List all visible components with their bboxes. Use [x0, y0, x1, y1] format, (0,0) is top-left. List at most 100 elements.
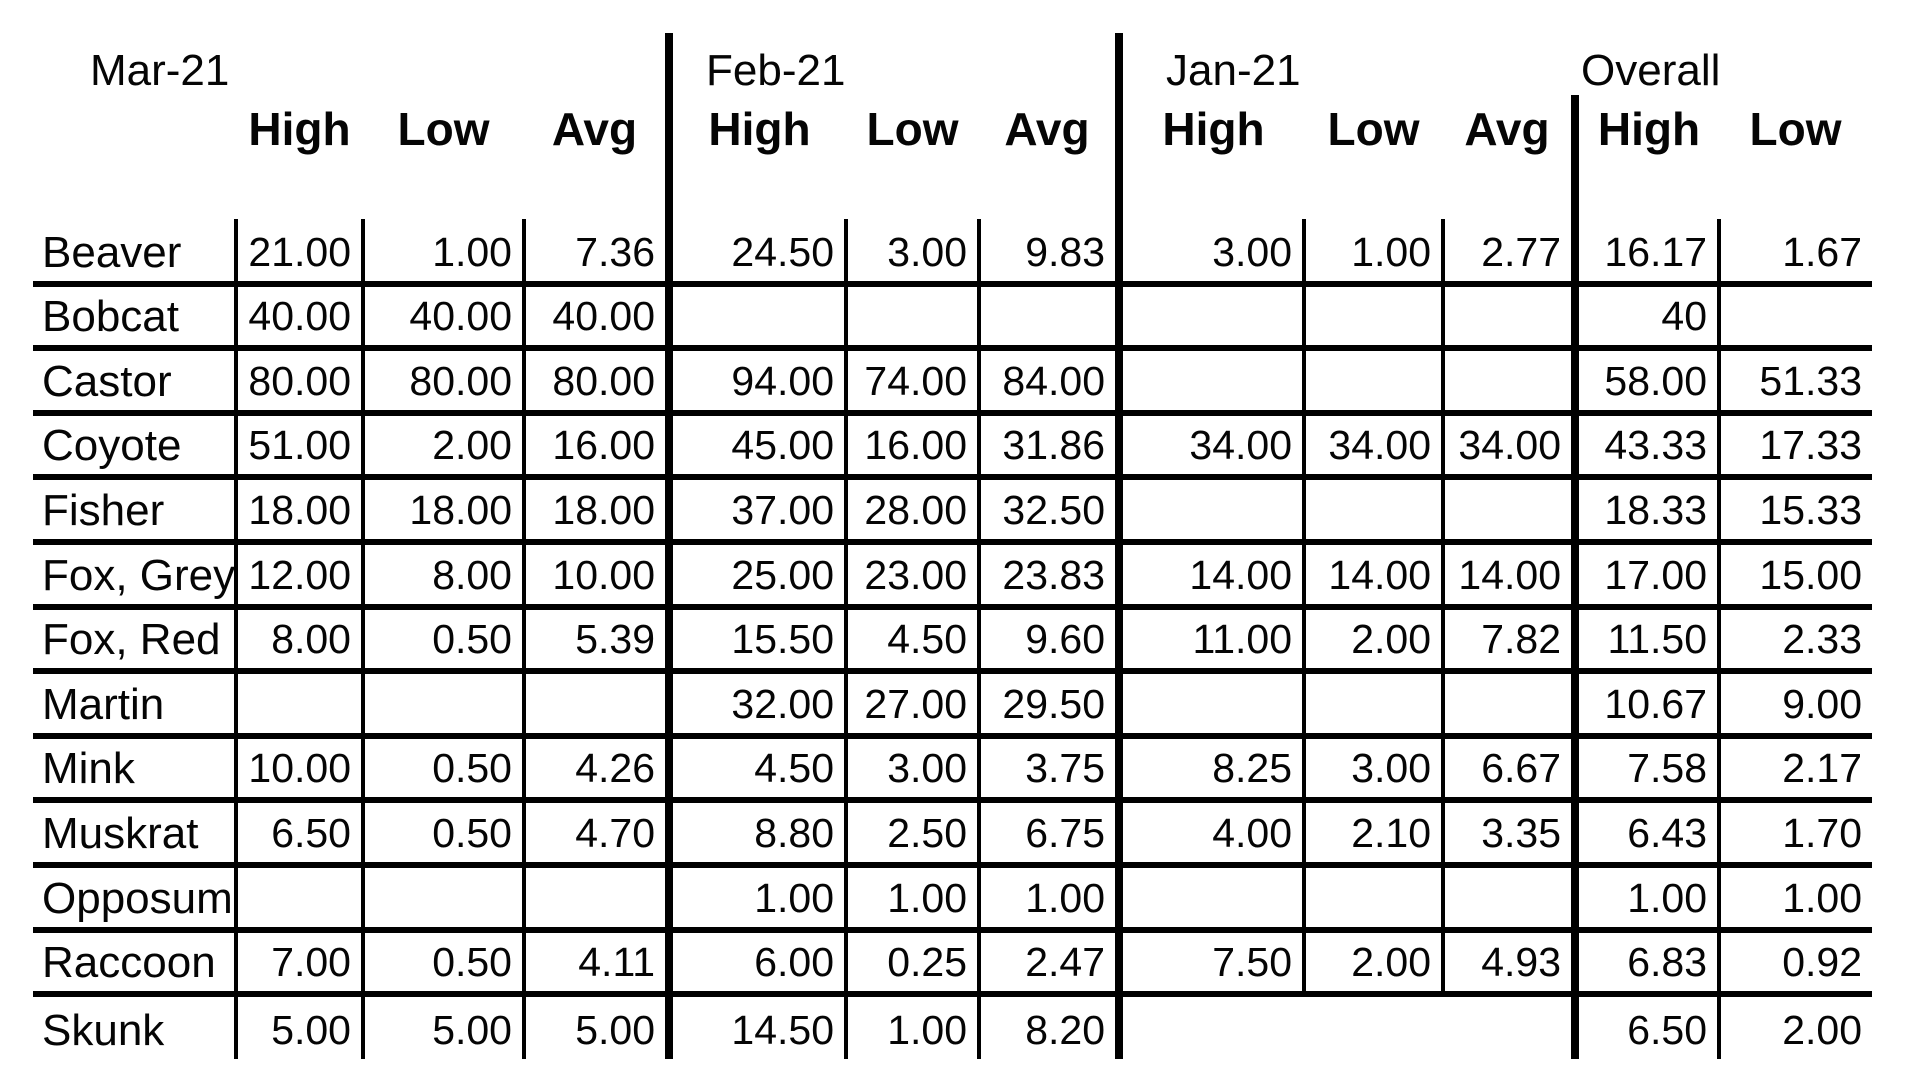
overall-low-cell: 1.70 [1719, 800, 1873, 868]
feb-high-cell: 32.00 [669, 671, 849, 739]
feb-avg-cell: 32.50 [979, 477, 1124, 545]
overall-high-cell: 58.00 [1575, 348, 1722, 416]
month-label-feb: Feb-21 [665, 33, 1120, 95]
jan-low-cell [1304, 283, 1446, 352]
mar-high-cell: 40.00 [236, 283, 365, 352]
feb-low-header: Low [866, 103, 959, 156]
overall-high-cell: 6.50 [1575, 994, 1722, 1059]
feb-avg-cell: 3.75 [979, 735, 1124, 804]
jan-avg-cell: 2.77 [1443, 219, 1580, 287]
column-header-row: High Low Avg High Low Avg High Low Avg H… [33, 95, 1872, 157]
mar-high-cell: 6.50 [236, 800, 365, 868]
mar-avg-cell: 5.00 [524, 994, 674, 1059]
overall-low-cell: 51.33 [1719, 348, 1873, 416]
overall-high-cell: 17.00 [1575, 541, 1722, 610]
mar-high-cell: 21.00 [236, 219, 365, 287]
table-row: Castor 80.00 80.00 80.00 94.00 74.00 84.00 58.0… [33, 348, 1873, 416]
overall-low-cell: 17.33 [1719, 412, 1873, 481]
mar-low-cell: 5.00 [363, 994, 526, 1059]
jan-low-cell: 2.10 [1304, 800, 1446, 868]
jan-low-cell: 1.00 [1304, 219, 1446, 287]
overall-high-cell: 16.17 [1575, 219, 1722, 287]
jan-avg-cell: 14.00 [1443, 541, 1580, 610]
mar-avg-cell: 4.26 [524, 735, 674, 804]
feb-high-header: High [665, 95, 847, 157]
jan-high-cell: 4.00 [1119, 800, 1307, 868]
feb-high-cell: 24.50 [669, 219, 849, 287]
mar-low-cell: 40.00 [363, 283, 526, 352]
mar-low-cell: 0.50 [363, 929, 526, 998]
animal-name-cell: Fox, Red [33, 606, 238, 675]
feb-high-cell: 45.00 [669, 412, 849, 481]
jan-low-cell [1304, 348, 1446, 416]
mar-low-cell: 80.00 [363, 348, 526, 416]
jan-high-cell: 11.00 [1119, 606, 1307, 675]
mar-avg-cell: 10.00 [524, 541, 674, 610]
overall-high-cell: 6.43 [1575, 800, 1722, 868]
mar-high-cell: 7.00 [236, 929, 365, 998]
mar-low-cell: 1.00 [363, 219, 526, 287]
month-group-mar-spacer [236, 33, 669, 95]
feb-low-cell: 4.50 [846, 606, 982, 675]
feb-avg-cell: 6.75 [979, 800, 1124, 868]
jan-avg-cell: 4.93 [1443, 929, 1580, 998]
animal-name-cell: Beaver [33, 219, 238, 287]
feb-low-cell: 3.00 [846, 219, 982, 287]
table-row: Opposum 1.00 1.00 1.00 1.00 1.00 [33, 864, 1873, 933]
fur-price-table: Mar-21 Feb-21 Jan-21 Overall High Low Av… [33, 33, 1873, 1059]
jan-high-cell [1119, 348, 1307, 416]
overall-low-cell: 2.17 [1719, 735, 1873, 804]
mar-low-header: Low [397, 103, 490, 156]
mar-high-cell: 51.00 [236, 412, 365, 481]
mar-low-cell [363, 671, 526, 739]
feb-high-cell: 15.50 [669, 606, 849, 675]
mar-low-cell: 0.50 [363, 606, 526, 675]
jan-high-cell [1119, 864, 1307, 933]
table-row: Martin 32.00 27.00 29.50 10.67 9.00 [33, 671, 1873, 739]
table-row: Bobcat 40.00 40.00 40.00 40 [33, 283, 1873, 352]
mar-avg-cell: 80.00 [524, 348, 674, 416]
feb-high-cell: 37.00 [669, 477, 849, 545]
feb-avg-cell: 9.60 [979, 606, 1124, 675]
feb-low-cell: 74.00 [846, 348, 982, 416]
feb-high-cell: 1.00 [669, 864, 849, 933]
overall-high-cell: 18.33 [1575, 477, 1722, 545]
mar-avg-cell: 40.00 [524, 283, 674, 352]
overall-high-cell: 11.50 [1575, 606, 1722, 675]
overall-low-cell: 15.00 [1719, 541, 1873, 610]
feb-avg-cell [979, 283, 1124, 352]
jan-avg-cell: 3.35 [1443, 800, 1580, 868]
feb-avg-cell: 84.00 [979, 348, 1124, 416]
feb-avg-cell: 23.83 [979, 541, 1124, 610]
jan-low-cell [1304, 671, 1446, 739]
overall-high-header: High [1571, 95, 1720, 157]
feb-avg-cell: 1.00 [979, 864, 1124, 933]
feb-low-cell [846, 283, 982, 352]
mar-avg-header: Avg [551, 103, 638, 156]
jan-avg-cell: 34.00 [1443, 412, 1580, 481]
feb-low-cell: 28.00 [846, 477, 982, 545]
overall-low-cell: 15.33 [1719, 477, 1873, 545]
jan-low-cell: 34.00 [1304, 412, 1446, 481]
feb-avg-header: Avg [1004, 103, 1090, 156]
jan-high-cell: 3.00 [1119, 219, 1307, 287]
spacer-cell [236, 157, 669, 219]
mar-avg-cell: 5.39 [524, 606, 674, 675]
animal-name-cell: Fisher [33, 477, 238, 545]
animal-name-cell: Muskrat [33, 800, 238, 868]
mar-avg-cell [524, 864, 674, 933]
table-row: Fisher 18.00 18.00 18.00 37.00 28.00 32.50 18.3… [33, 477, 1873, 545]
jan-low-header: Low [1327, 103, 1420, 156]
feb-low-cell: 0.25 [846, 929, 982, 998]
jan-avg-cell [1443, 477, 1580, 545]
overall-low-cell [1719, 283, 1873, 352]
jan-avg-cell [1443, 994, 1580, 1059]
table-row: Beaver 21.00 1.00 7.36 24.50 3.00 9.83 3.00 1.00… [33, 219, 1873, 287]
spacer-cell [1571, 157, 1873, 219]
header-spacer-row [33, 157, 1873, 219]
overall-high-cell: 43.33 [1575, 412, 1722, 481]
feb-avg-cell: 8.20 [979, 994, 1124, 1059]
mar-avg-cell: 4.70 [524, 800, 674, 868]
overall-high-cell: 7.58 [1575, 735, 1722, 804]
